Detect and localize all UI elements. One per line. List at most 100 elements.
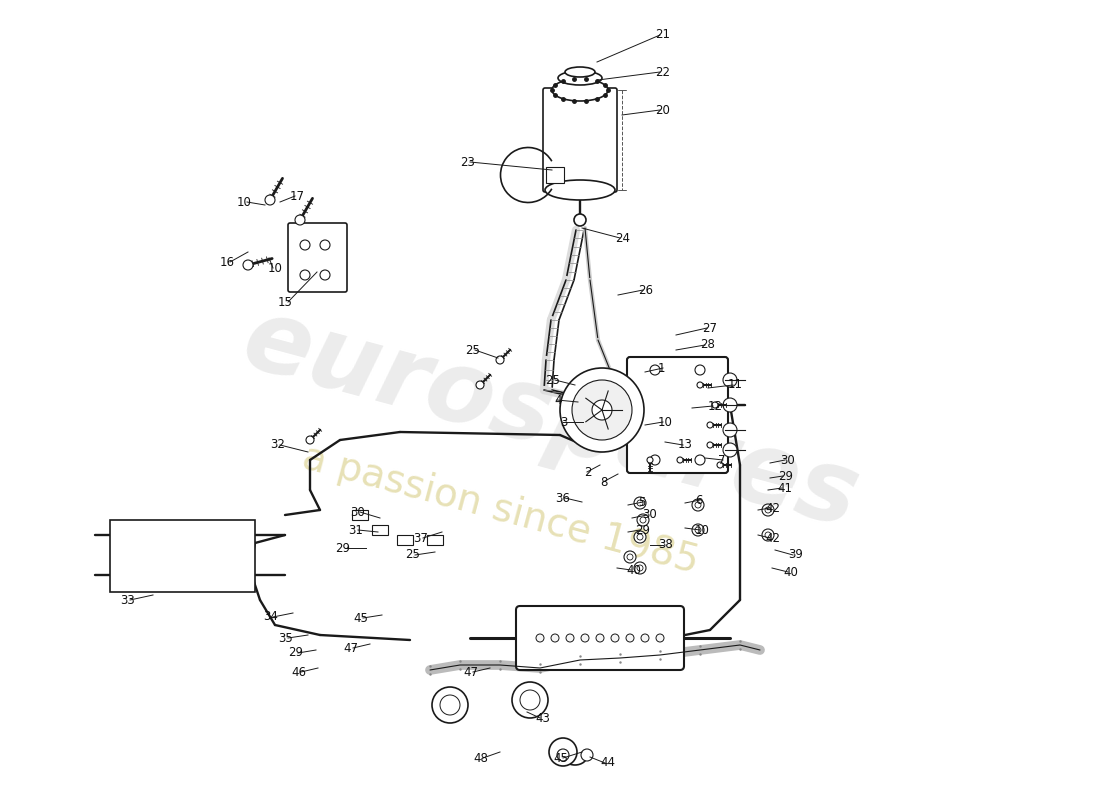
Circle shape: [712, 402, 718, 408]
Circle shape: [695, 527, 701, 533]
Circle shape: [695, 502, 701, 508]
Circle shape: [306, 436, 313, 444]
Bar: [372, 525, 388, 535]
Circle shape: [320, 270, 330, 280]
Text: 37: 37: [414, 531, 428, 545]
Text: 28: 28: [700, 338, 715, 351]
Text: 27: 27: [702, 322, 717, 334]
Circle shape: [637, 565, 644, 571]
Text: 2: 2: [584, 466, 592, 478]
Text: 44: 44: [600, 757, 615, 770]
Circle shape: [300, 270, 310, 280]
Circle shape: [707, 442, 713, 448]
Text: 41: 41: [777, 482, 792, 494]
Circle shape: [717, 462, 723, 468]
Text: 24: 24: [615, 231, 630, 245]
Text: 32: 32: [271, 438, 285, 451]
Text: 13: 13: [678, 438, 693, 451]
Circle shape: [432, 687, 468, 723]
Text: 39: 39: [788, 549, 803, 562]
Circle shape: [560, 368, 643, 452]
Text: 30: 30: [642, 509, 657, 522]
Text: 10: 10: [695, 523, 710, 537]
Circle shape: [551, 634, 559, 642]
Circle shape: [627, 554, 632, 560]
FancyBboxPatch shape: [627, 357, 728, 473]
Circle shape: [512, 682, 548, 718]
Ellipse shape: [544, 180, 615, 200]
Circle shape: [641, 634, 649, 642]
Circle shape: [634, 497, 646, 509]
Circle shape: [243, 260, 253, 270]
Circle shape: [723, 373, 737, 387]
Bar: [546, 167, 564, 183]
Text: 30: 30: [350, 506, 365, 518]
Text: 42: 42: [764, 502, 780, 514]
Circle shape: [574, 214, 586, 226]
Text: a passion since 1985: a passion since 1985: [298, 438, 703, 582]
Circle shape: [520, 690, 540, 710]
Text: 12: 12: [708, 399, 723, 413]
Text: 45: 45: [353, 611, 369, 625]
Text: 34: 34: [263, 610, 278, 623]
Circle shape: [596, 634, 604, 642]
Circle shape: [647, 457, 653, 463]
Bar: [427, 535, 443, 545]
Text: 40: 40: [626, 563, 641, 577]
Circle shape: [637, 500, 644, 506]
Ellipse shape: [552, 79, 608, 101]
Text: 45: 45: [553, 751, 568, 765]
Bar: [110, 520, 255, 592]
Circle shape: [676, 457, 683, 463]
Circle shape: [557, 749, 569, 761]
Text: 11: 11: [728, 378, 743, 391]
Circle shape: [320, 240, 330, 250]
Text: 8: 8: [601, 475, 608, 489]
Text: 16: 16: [220, 255, 235, 269]
Text: 35: 35: [278, 631, 293, 645]
Text: 10: 10: [268, 262, 283, 274]
Text: 26: 26: [638, 283, 653, 297]
Text: 42: 42: [764, 531, 780, 545]
Text: 33: 33: [120, 594, 135, 606]
Circle shape: [440, 695, 460, 715]
Circle shape: [637, 534, 644, 540]
Text: 23: 23: [460, 155, 475, 169]
Circle shape: [634, 531, 646, 543]
Circle shape: [581, 634, 589, 642]
Circle shape: [592, 400, 612, 420]
FancyBboxPatch shape: [543, 88, 617, 192]
Text: 25: 25: [546, 374, 560, 386]
Text: 15: 15: [278, 295, 293, 309]
Text: 47: 47: [463, 666, 478, 678]
Text: 10: 10: [658, 415, 673, 429]
Circle shape: [626, 634, 634, 642]
Circle shape: [723, 423, 737, 437]
Circle shape: [572, 380, 632, 440]
Circle shape: [536, 634, 544, 642]
Circle shape: [692, 499, 704, 511]
Text: 29: 29: [635, 523, 650, 537]
Circle shape: [610, 634, 619, 642]
Circle shape: [581, 749, 593, 761]
Circle shape: [650, 365, 660, 375]
Text: 6: 6: [695, 494, 703, 506]
Text: 21: 21: [654, 29, 670, 42]
Ellipse shape: [558, 71, 602, 85]
Bar: [352, 510, 368, 520]
Text: 10: 10: [238, 195, 252, 209]
Text: 29: 29: [336, 542, 350, 554]
Circle shape: [637, 514, 649, 526]
Circle shape: [764, 532, 771, 538]
Circle shape: [496, 356, 504, 364]
Text: 17: 17: [290, 190, 305, 202]
Text: 5: 5: [638, 495, 646, 509]
Circle shape: [650, 455, 660, 465]
Text: 48: 48: [473, 751, 488, 765]
Circle shape: [695, 365, 705, 375]
Circle shape: [295, 215, 305, 225]
Circle shape: [476, 381, 484, 389]
Text: 7: 7: [718, 454, 726, 466]
Text: 47: 47: [343, 642, 358, 654]
Circle shape: [656, 634, 664, 642]
